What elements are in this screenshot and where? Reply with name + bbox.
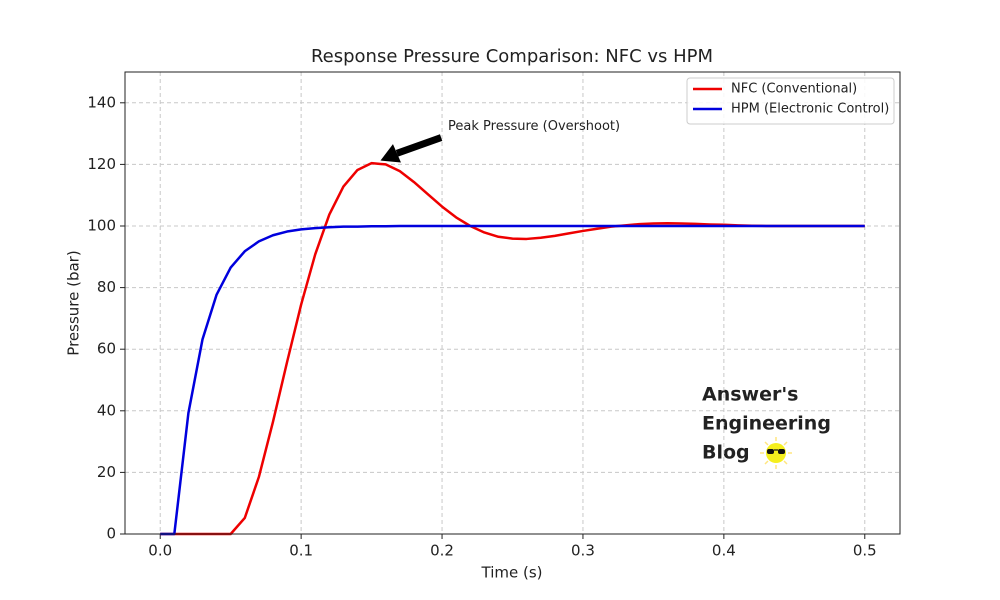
y-tick-label: 140 xyxy=(87,93,116,111)
x-tick-label: 0.4 xyxy=(712,542,736,560)
legend-label: HPM (Electronic Control) xyxy=(731,102,889,117)
x-tick-label: 0.5 xyxy=(853,542,877,560)
chart-title: Response Pressure Comparison: NFC vs HPM xyxy=(311,46,713,67)
annotation-text: Peak Pressure (Overshoot) xyxy=(448,119,620,134)
watermark-text: Blog xyxy=(702,442,750,464)
x-axis-label: Time (s) xyxy=(481,564,543,582)
annotation-arrow xyxy=(395,134,443,157)
plot-frame xyxy=(124,71,901,535)
y-axis-label: Pressure (bar) xyxy=(65,250,83,355)
legend-label: NFC (Conventional) xyxy=(731,82,857,97)
watermark-text: Answer's xyxy=(702,384,798,406)
y-tick-label: 20 xyxy=(97,463,116,481)
sun-icon xyxy=(760,437,792,469)
annotation-arrowhead xyxy=(380,144,401,163)
y-tick-label: 120 xyxy=(87,155,116,173)
y-tick-label: 80 xyxy=(97,278,116,296)
watermark: Answer's Engineering Blog xyxy=(702,384,831,469)
y-tick-label: 60 xyxy=(97,340,116,358)
x-tick-label: 0.1 xyxy=(289,542,313,560)
watermark-text: Engineering xyxy=(702,413,831,435)
x-tick-label: 0.3 xyxy=(571,542,595,560)
y-tick-label: 0 xyxy=(106,525,116,543)
data-line xyxy=(160,224,865,536)
y-tick-label: 40 xyxy=(97,401,116,419)
legend-box xyxy=(686,77,895,125)
y-tick-label: 100 xyxy=(87,217,116,235)
x-tick-label: 0.2 xyxy=(430,542,454,560)
x-tick-label: 0.0 xyxy=(148,542,172,560)
